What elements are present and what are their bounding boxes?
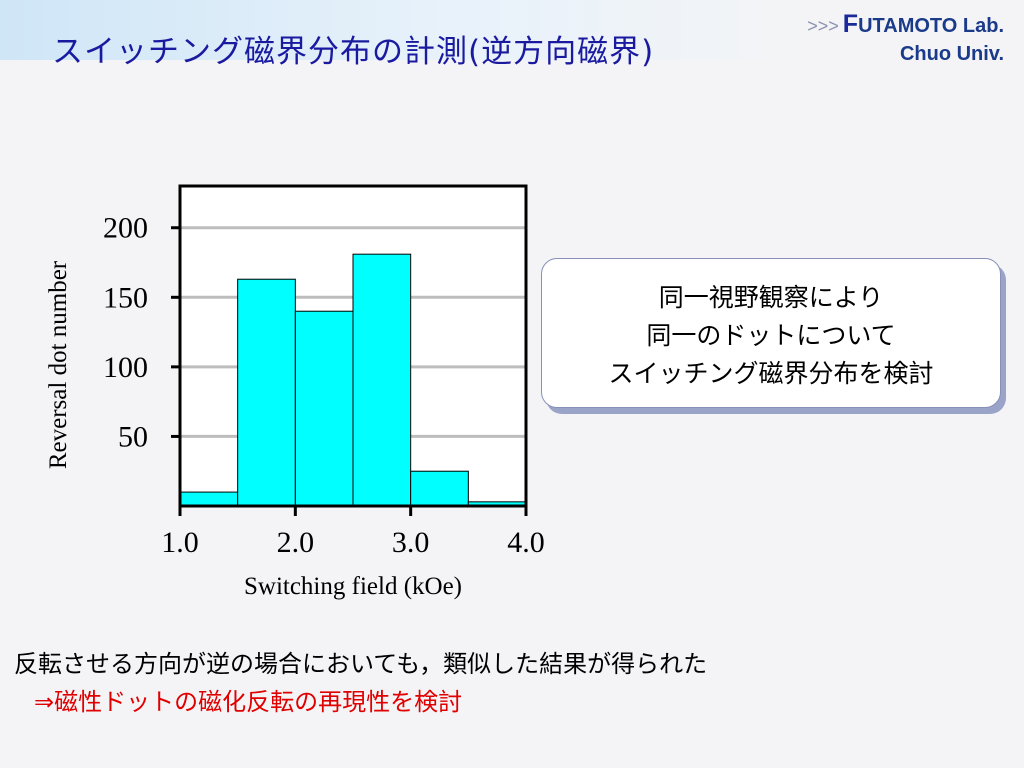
x-tick-label: 2.0 (277, 526, 315, 559)
y-axis-label: Reversal dot number (45, 260, 72, 469)
slide-title: スイッチング磁界分布の計測(逆方向磁界) (52, 34, 655, 70)
conclusion-highlight: ⇒磁性ドットの磁化反転の再現性を検討 (34, 688, 463, 716)
x-axis-label: Switching field (kOe) (244, 573, 462, 600)
histogram-bar (237, 278, 296, 507)
x-tick-label: 4.0 (507, 526, 545, 559)
plot-frame (178, 184, 528, 508)
y-tick-label: 200 (103, 212, 148, 245)
histogram-bar (294, 310, 354, 507)
lab-name-line: >>> FUTAMOTO Lab. (807, 10, 1004, 40)
callout-line: 同一のドットについて (646, 321, 896, 350)
header-band (0, 0, 1024, 60)
histogram-bar (410, 470, 469, 507)
callout-line: 同一視野観察により (658, 283, 884, 312)
x-tick-label: 3.0 (392, 526, 430, 559)
conclusion-text: 反転させる方向が逆の場合においても，類似した結果が得られた (14, 650, 708, 678)
y-tick-label: 50 (118, 420, 148, 453)
lab-name: UTAMOTO Lab. (858, 15, 1004, 37)
x-tick-label: 1.0 (161, 526, 199, 559)
lab-arrows: >>> (807, 16, 839, 36)
lab-initial: F (842, 10, 859, 38)
histogram-bar (352, 253, 412, 507)
callout-box: 同一視野観察により 同一のドットについて スイッチング磁界分布を検討 (541, 258, 1001, 408)
y-tick-label: 100 (103, 351, 148, 384)
callout-line: スイッチング磁界分布を検討 (608, 359, 934, 388)
lab-university: Chuo Univ. (899, 43, 1004, 65)
y-tick-label: 150 (103, 281, 148, 314)
lab-brand: >>> FUTAMOTO Lab. Chuo Univ. (807, 10, 1004, 68)
histogram-bar (179, 491, 239, 507)
